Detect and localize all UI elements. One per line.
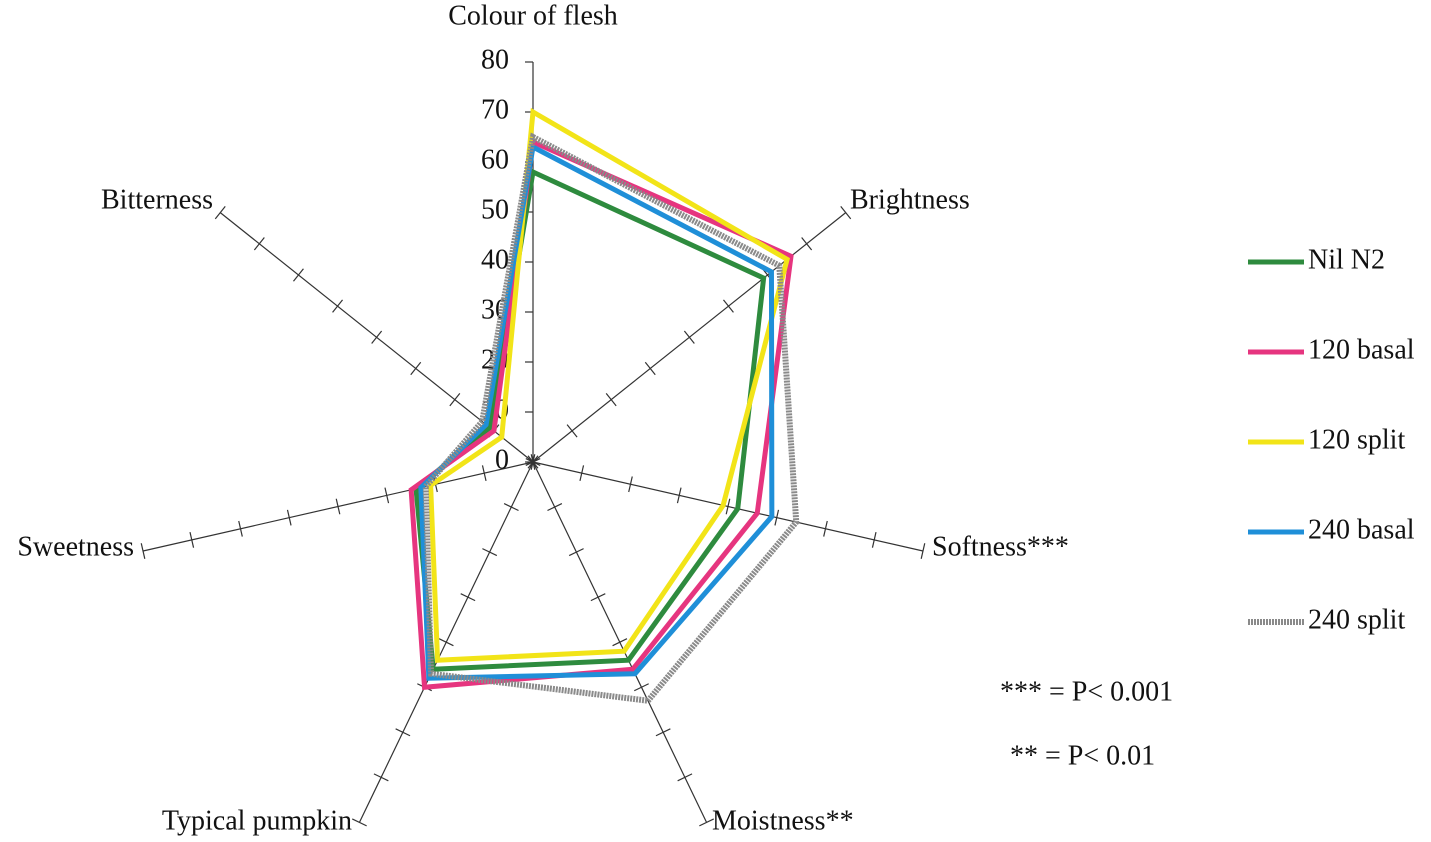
tick-mark [460, 593, 476, 602]
tick-mark [644, 361, 656, 376]
tick-mark [676, 487, 682, 504]
tick-mark [286, 509, 292, 526]
tick-mark [699, 818, 715, 827]
tick-mark [371, 330, 383, 344]
series-line [428, 107, 790, 663]
series-line [408, 138, 794, 690]
legend-label: 120 basal [1308, 334, 1415, 365]
tick-mark [140, 543, 146, 559]
tick-mark [605, 393, 617, 407]
r-tick-label: 0 [495, 444, 509, 475]
tick-mark [481, 465, 487, 482]
annotation: ** = P< 0.01 [1010, 740, 1155, 771]
tick-mark [774, 509, 780, 526]
annotation: *** = P< 0.001 [1000, 676, 1173, 707]
axis-label: Bitterness [101, 184, 213, 215]
tick-mark [527, 455, 539, 469]
axis-label: Colour of flesh [448, 0, 618, 31]
tick-mark [628, 476, 633, 493]
tick-mark [579, 465, 585, 482]
r-tick-label: 40 [481, 244, 509, 275]
r-tick-label: 50 [481, 194, 509, 225]
series-line [418, 143, 775, 681]
axis-label: Brightness [850, 184, 970, 215]
tick-mark [332, 299, 343, 313]
series-line [422, 132, 800, 704]
tick-mark [547, 503, 563, 512]
tick-mark [384, 487, 390, 504]
tick-mark [410, 361, 422, 376]
tick-mark [292, 268, 304, 282]
axis-label: Typical pumpkin [162, 805, 352, 836]
tick-mark [373, 773, 389, 782]
tick-mark [677, 773, 693, 782]
legend-label: Nil N2 [1308, 244, 1385, 275]
tick-mark [683, 330, 695, 344]
tick-mark [503, 503, 519, 512]
tick-mark [395, 728, 411, 737]
tick-mark [823, 520, 828, 537]
tick-mark [351, 818, 367, 827]
tick-mark [840, 205, 852, 220]
tick-mark [920, 543, 926, 559]
tick-mark [871, 531, 877, 548]
axis-label: Softness*** [932, 531, 1069, 562]
tick-mark [238, 520, 243, 537]
axis-label: Sweetness [17, 531, 134, 562]
tick-mark [253, 237, 265, 251]
r-tick-label: 80 [481, 44, 509, 75]
legend-label: 240 split [1308, 604, 1405, 635]
tick-mark [214, 205, 226, 220]
legend-label: 240 basal [1308, 514, 1415, 545]
tick-mark [566, 424, 578, 438]
tick-mark [590, 593, 606, 602]
tick-mark [612, 638, 628, 647]
tick-mark [449, 393, 461, 407]
tick-mark [655, 728, 671, 737]
axis-label: Moistness** [712, 805, 854, 836]
tick-mark [725, 498, 731, 515]
series-line [413, 168, 767, 672]
tick-mark [438, 638, 454, 647]
tick-mark [568, 548, 584, 557]
tick-mark [801, 237, 813, 251]
tick-mark [634, 683, 649, 692]
tick-mark [189, 531, 195, 548]
legend-label: 120 split [1308, 424, 1405, 455]
tick-mark [723, 299, 734, 313]
r-tick-label: 60 [481, 144, 509, 175]
r-tick-label: 70 [481, 94, 509, 125]
tick-mark [335, 498, 341, 515]
tick-mark [482, 548, 498, 557]
